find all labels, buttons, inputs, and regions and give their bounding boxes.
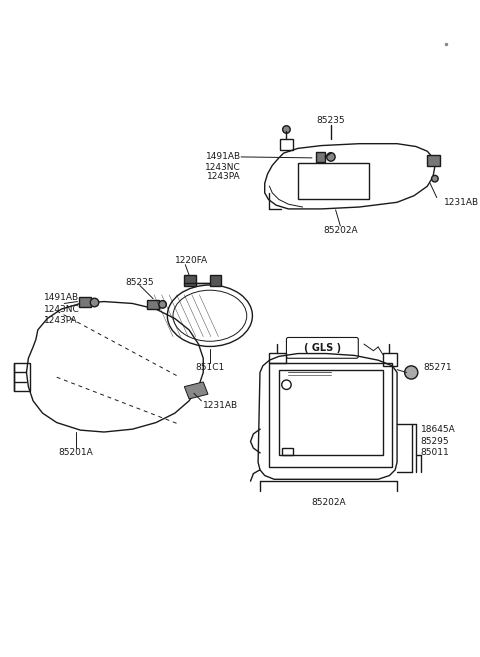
Circle shape [159, 301, 167, 308]
Text: 18645A: 18645A [420, 424, 456, 434]
Circle shape [326, 152, 335, 161]
Circle shape [283, 125, 290, 133]
Circle shape [90, 298, 99, 307]
Text: 85201A: 85201A [58, 448, 93, 457]
Polygon shape [184, 275, 196, 286]
Polygon shape [210, 275, 221, 286]
Text: 85235: 85235 [317, 116, 345, 125]
Text: 1491AB: 1491AB [44, 293, 79, 302]
Text: 1491AB: 1491AB [206, 152, 241, 162]
Text: 85295: 85295 [420, 437, 449, 446]
Text: 1220FA: 1220FA [175, 256, 208, 265]
Text: 1243PA: 1243PA [44, 316, 77, 325]
Polygon shape [184, 382, 208, 399]
Text: 1243NC: 1243NC [205, 163, 241, 172]
Circle shape [405, 366, 418, 379]
Text: 85202A: 85202A [312, 499, 346, 507]
Text: 85271: 85271 [423, 363, 452, 373]
Text: ( GLS ): ( GLS ) [304, 343, 341, 353]
Text: 851C1: 851C1 [195, 363, 225, 373]
Text: 1243NC: 1243NC [44, 305, 79, 313]
Text: 85011: 85011 [420, 448, 449, 457]
Text: 1243PA: 1243PA [207, 172, 241, 181]
Polygon shape [427, 155, 440, 166]
Text: 1231AB: 1231AB [203, 401, 239, 410]
Polygon shape [316, 152, 325, 162]
Polygon shape [79, 297, 91, 307]
Text: 85202A: 85202A [323, 226, 358, 235]
Text: 1231AB: 1231AB [444, 198, 480, 207]
Text: 85235: 85235 [126, 278, 154, 287]
Circle shape [432, 175, 438, 182]
Polygon shape [146, 300, 159, 309]
